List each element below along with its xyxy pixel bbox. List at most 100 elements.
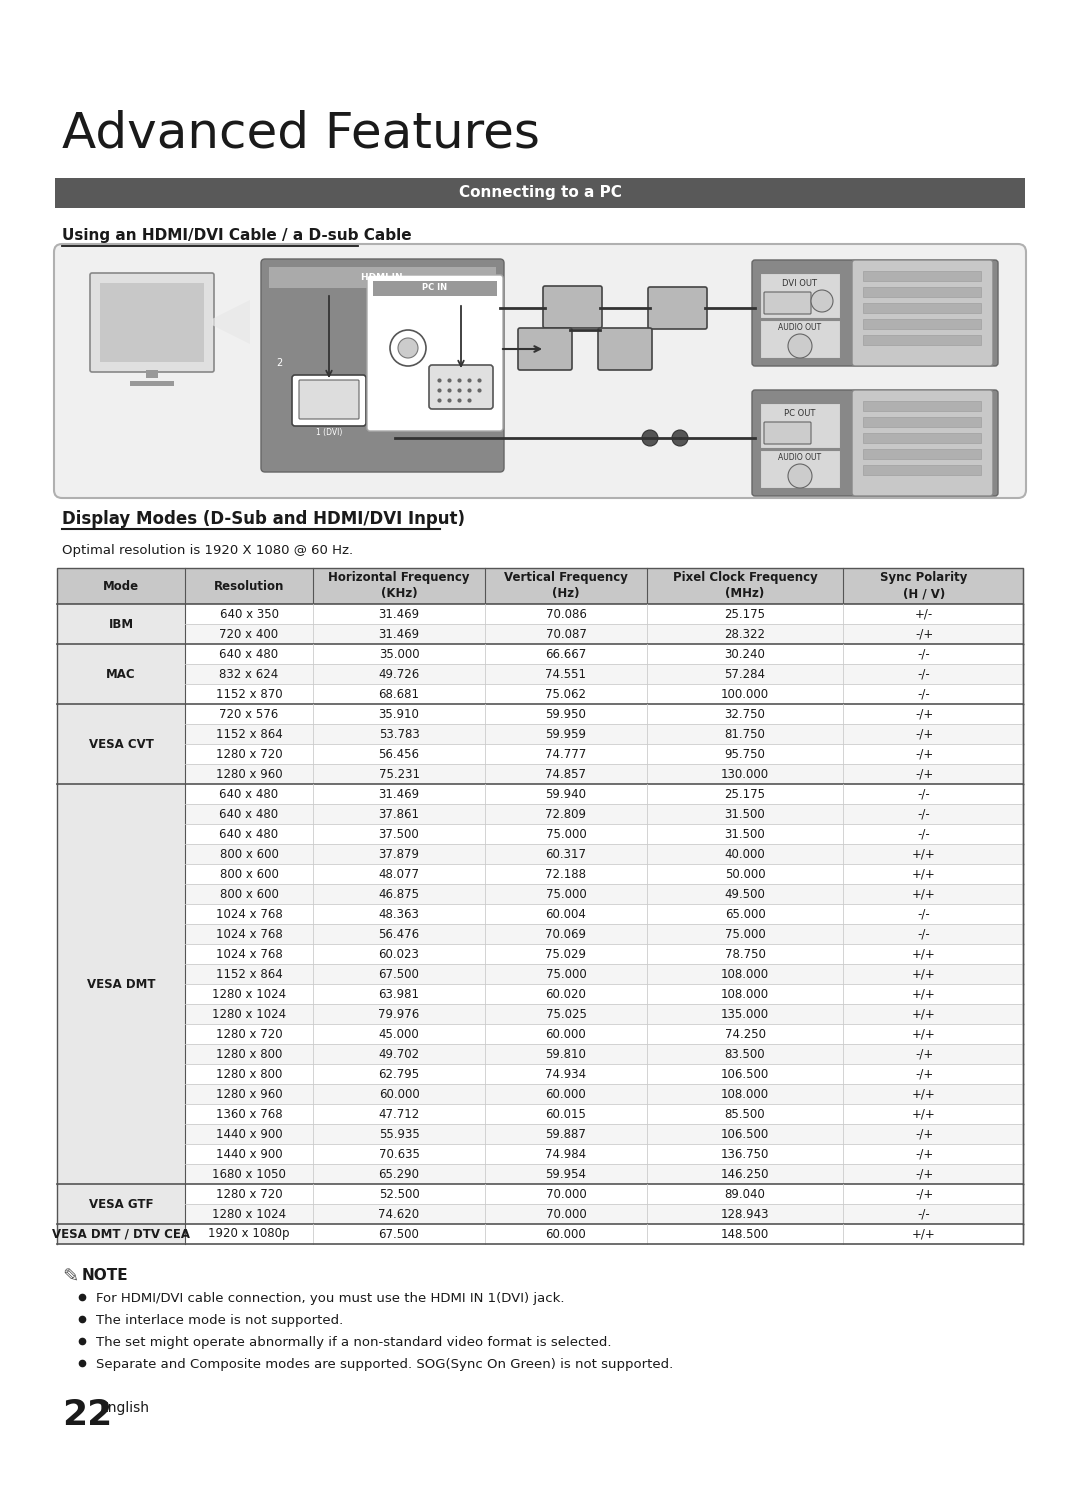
Text: PC IN: PC IN	[422, 284, 447, 293]
Bar	[185, 944, 1023, 964]
Bar	[57, 1224, 185, 1245]
Text: 70.000: 70.000	[545, 1188, 586, 1201]
Bar	[185, 884, 1023, 904]
Text: 31.469: 31.469	[378, 608, 419, 620]
Text: 1280 x 800: 1280 x 800	[216, 1047, 282, 1061]
Text: 640 x 480: 640 x 480	[219, 828, 279, 841]
Text: 128.943: 128.943	[720, 1207, 769, 1221]
Circle shape	[387, 385, 403, 400]
Text: 74.250: 74.250	[725, 1028, 766, 1040]
Text: AUDIO OUT: AUDIO OUT	[779, 324, 822, 333]
Bar	[185, 784, 1023, 804]
Circle shape	[811, 290, 833, 312]
Bar	[760, 450, 840, 489]
Text: 800 x 600: 800 x 600	[219, 847, 279, 861]
FancyBboxPatch shape	[54, 244, 1026, 498]
Bar	[185, 684, 1023, 704]
Text: 49.702: 49.702	[378, 1047, 419, 1061]
Text: 74.934: 74.934	[545, 1068, 586, 1080]
Text: 48.363: 48.363	[379, 907, 419, 920]
Text: +/+: +/+	[913, 847, 936, 861]
Text: 2: 2	[275, 359, 282, 368]
Text: 800 x 600: 800 x 600	[219, 868, 279, 880]
Text: 49.500: 49.500	[725, 887, 766, 901]
Text: +/+: +/+	[913, 947, 936, 961]
Bar	[185, 1085, 1023, 1104]
Text: Optimal resolution is 1920 X 1080 @ 60 Hz.: Optimal resolution is 1920 X 1080 @ 60 H…	[62, 544, 353, 557]
Bar	[863, 400, 981, 411]
Circle shape	[788, 465, 812, 489]
Text: 1280 x 960: 1280 x 960	[216, 768, 282, 780]
Circle shape	[379, 376, 411, 409]
Text: +/+: +/+	[913, 1028, 936, 1040]
Text: 60.317: 60.317	[545, 847, 586, 861]
Text: 800 x 600: 800 x 600	[219, 887, 279, 901]
Text: The interlace mode is not supported.: The interlace mode is not supported.	[96, 1315, 343, 1327]
FancyBboxPatch shape	[752, 260, 998, 366]
Text: 640 x 350: 640 x 350	[219, 608, 279, 620]
Bar	[55, 178, 1025, 208]
Text: 640 x 480: 640 x 480	[219, 647, 279, 660]
Text: Pixel Clock Frequency
(MHz): Pixel Clock Frequency (MHz)	[673, 572, 818, 601]
Bar	[185, 1204, 1023, 1224]
Text: 72.188: 72.188	[545, 868, 586, 880]
Text: 83.500: 83.500	[725, 1047, 766, 1061]
Text: 74.620: 74.620	[378, 1207, 419, 1221]
Bar	[146, 371, 158, 378]
Text: 1152 x 864: 1152 x 864	[216, 728, 282, 741]
Text: 57.284: 57.284	[725, 668, 766, 680]
Text: VESA CVT: VESA CVT	[89, 738, 153, 750]
Text: 1680 x 1050: 1680 x 1050	[212, 1167, 286, 1180]
Text: -/+: -/+	[915, 1147, 933, 1161]
Text: 32.750: 32.750	[725, 708, 766, 720]
Text: 1 (DVI): 1 (DVI)	[315, 429, 342, 438]
Text: 1152 x 864: 1152 x 864	[216, 968, 282, 980]
Text: 35.910: 35.910	[379, 708, 419, 720]
Bar	[185, 1104, 1023, 1123]
Bar	[760, 273, 840, 318]
Text: 52.500: 52.500	[379, 1188, 419, 1201]
Text: 45.000: 45.000	[379, 1028, 419, 1040]
Text: 75.000: 75.000	[545, 968, 586, 980]
Text: 60.004: 60.004	[545, 907, 586, 920]
Text: 640 x 480: 640 x 480	[219, 807, 279, 820]
Text: 70.086: 70.086	[545, 608, 586, 620]
FancyBboxPatch shape	[518, 329, 572, 371]
FancyBboxPatch shape	[752, 390, 998, 496]
Text: 49.726: 49.726	[378, 668, 420, 680]
Text: +/+: +/+	[913, 1007, 936, 1020]
Text: 79.976: 79.976	[378, 1007, 420, 1020]
Bar	[863, 303, 981, 314]
Bar	[760, 320, 840, 359]
FancyBboxPatch shape	[429, 365, 492, 409]
Text: +/+: +/+	[913, 868, 936, 880]
Text: +/-: +/-	[915, 608, 933, 620]
Text: 1440 x 900: 1440 x 900	[216, 1128, 282, 1140]
Text: 60.023: 60.023	[379, 947, 419, 961]
Text: 75.062: 75.062	[545, 687, 586, 701]
Text: 25.175: 25.175	[725, 608, 766, 620]
FancyBboxPatch shape	[764, 291, 811, 314]
Text: 22: 22	[62, 1398, 112, 1433]
Bar	[57, 704, 185, 784]
Text: -/+: -/+	[915, 1068, 933, 1080]
Text: VESA DMT: VESA DMT	[86, 977, 156, 991]
Bar	[185, 663, 1023, 684]
Text: 720 x 576: 720 x 576	[219, 708, 279, 720]
Text: 47.712: 47.712	[378, 1107, 420, 1120]
Text: 25.175: 25.175	[725, 787, 766, 801]
Text: -/+: -/+	[915, 1047, 933, 1061]
Text: 59.940: 59.940	[545, 787, 586, 801]
Text: +/+: +/+	[913, 1228, 936, 1240]
Text: 48.077: 48.077	[378, 868, 419, 880]
Text: 85.500: 85.500	[725, 1107, 766, 1120]
Text: VESA GTF: VESA GTF	[89, 1198, 153, 1210]
Text: -/+: -/+	[915, 1128, 933, 1140]
Text: 75.231: 75.231	[378, 768, 419, 780]
Text: 136.750: 136.750	[720, 1147, 769, 1161]
Text: 1920 x 1080p: 1920 x 1080p	[208, 1228, 289, 1240]
Text: 106.500: 106.500	[720, 1068, 769, 1080]
Circle shape	[672, 430, 688, 447]
Text: 1024 x 768: 1024 x 768	[216, 947, 282, 961]
Text: Using an HDMI/DVI Cable / a D-sub Cable: Using an HDMI/DVI Cable / a D-sub Cable	[62, 229, 411, 244]
